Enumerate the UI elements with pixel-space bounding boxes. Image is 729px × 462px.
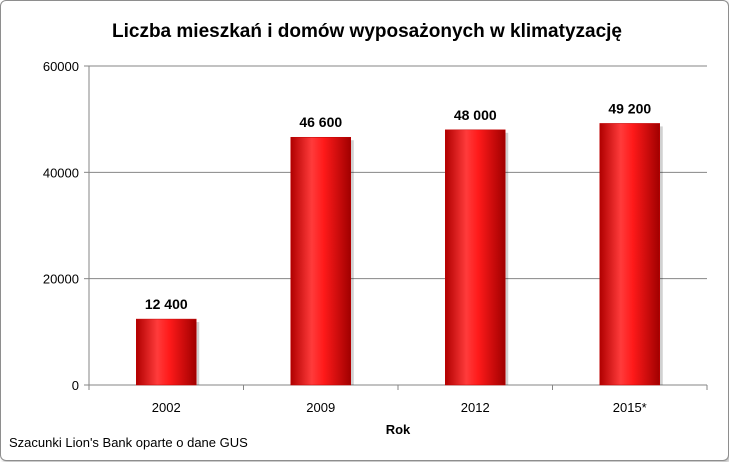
bar	[136, 318, 197, 386]
chart-title: Liczba mieszkań i domów wyposażonych w k…	[112, 21, 622, 42]
x-tick-label: 2012	[461, 400, 490, 415]
bar	[445, 129, 506, 386]
y-tick-label: 0	[72, 378, 79, 393]
y-tick-label: 20000	[43, 272, 79, 287]
bars	[136, 123, 663, 386]
x-tick-label: 2009	[306, 400, 335, 415]
y-axis-ticks: 0 20000 40000 60000	[43, 59, 89, 393]
x-tick-label: 2015*	[613, 400, 647, 415]
bar	[290, 136, 351, 386]
y-tick-label: 60000	[43, 59, 79, 74]
bar	[599, 123, 660, 386]
data-label: 48 000	[454, 107, 497, 123]
data-label: 46 600	[299, 114, 342, 130]
y-tick-label: 40000	[43, 165, 79, 180]
x-tick-label: 2002	[152, 400, 181, 415]
x-axis-label: Rok	[386, 422, 411, 437]
x-axis-ticks: 2002 2009 2012 2015*	[88, 385, 708, 415]
data-label: 12 400	[145, 296, 188, 312]
source-note: Szacunki Lion's Bank oparte o dane GUS	[9, 435, 248, 450]
data-labels: 12 400 46 600 48 000 49 200	[145, 100, 652, 312]
data-label: 49 200	[608, 100, 651, 116]
